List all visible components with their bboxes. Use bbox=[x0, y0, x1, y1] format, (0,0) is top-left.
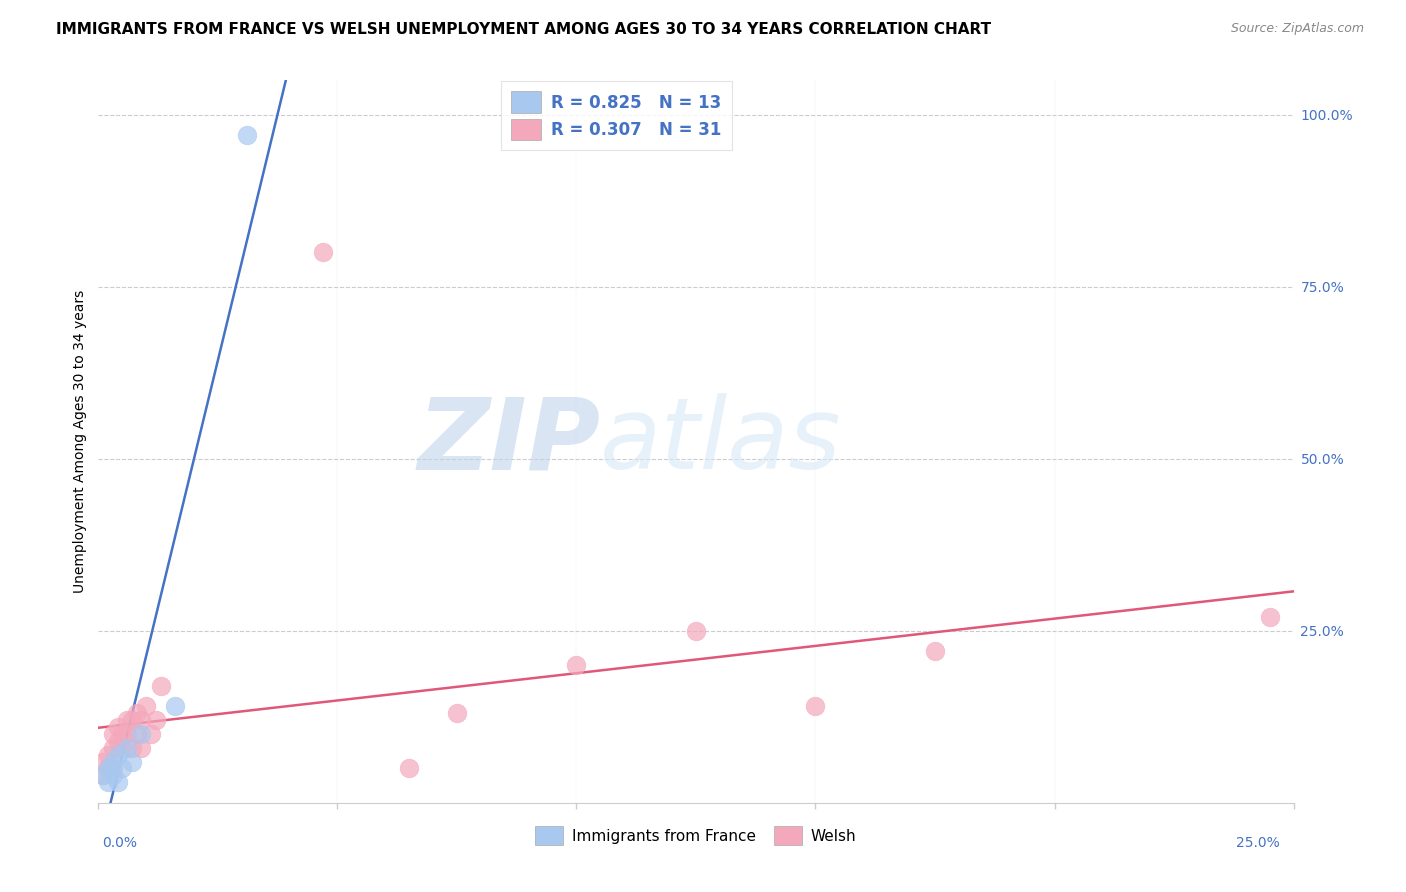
Point bbox=[91, 768, 114, 782]
Point bbox=[101, 755, 124, 769]
Point bbox=[685, 624, 707, 638]
Text: atlas: atlas bbox=[600, 393, 842, 490]
Point bbox=[163, 699, 186, 714]
Point bbox=[107, 775, 129, 789]
Point bbox=[121, 713, 143, 727]
Point bbox=[101, 727, 124, 741]
Point bbox=[97, 761, 120, 775]
Text: ZIP: ZIP bbox=[418, 393, 600, 490]
Point bbox=[131, 740, 153, 755]
Point bbox=[121, 740, 143, 755]
Point bbox=[565, 658, 588, 673]
Point bbox=[115, 740, 138, 755]
Point bbox=[125, 727, 148, 741]
Point bbox=[101, 768, 124, 782]
Point bbox=[1258, 610, 1281, 624]
Point bbox=[125, 706, 148, 721]
Point bbox=[135, 699, 157, 714]
Text: 0.0%: 0.0% bbox=[103, 836, 136, 850]
Point bbox=[804, 699, 827, 714]
Point bbox=[115, 727, 138, 741]
Point bbox=[131, 713, 153, 727]
Point bbox=[111, 761, 134, 775]
Point bbox=[149, 679, 172, 693]
Point bbox=[131, 727, 153, 741]
Point bbox=[139, 727, 162, 741]
Point bbox=[107, 747, 129, 762]
Text: 25.0%: 25.0% bbox=[1236, 836, 1281, 850]
Y-axis label: Unemployment Among Ages 30 to 34 years: Unemployment Among Ages 30 to 34 years bbox=[73, 290, 87, 593]
Point bbox=[924, 644, 946, 658]
Point bbox=[107, 734, 129, 748]
Point bbox=[446, 706, 468, 721]
Point bbox=[115, 713, 138, 727]
Text: IMMIGRANTS FROM FRANCE VS WELSH UNEMPLOYMENT AMONG AGES 30 TO 34 YEARS CORRELATI: IMMIGRANTS FROM FRANCE VS WELSH UNEMPLOY… bbox=[56, 22, 991, 37]
Point bbox=[97, 775, 120, 789]
Point bbox=[97, 747, 120, 762]
Point bbox=[97, 761, 120, 775]
Point bbox=[312, 245, 335, 260]
Point bbox=[91, 768, 114, 782]
Point bbox=[101, 761, 124, 775]
Point bbox=[121, 755, 143, 769]
Legend: Immigrants from France, Welsh: Immigrants from France, Welsh bbox=[527, 818, 865, 853]
Text: Source: ZipAtlas.com: Source: ZipAtlas.com bbox=[1230, 22, 1364, 36]
Point bbox=[107, 720, 129, 734]
Point bbox=[101, 740, 124, 755]
Point bbox=[398, 761, 420, 775]
Point bbox=[91, 755, 114, 769]
Point bbox=[111, 740, 134, 755]
Point bbox=[235, 128, 257, 143]
Point bbox=[111, 727, 134, 741]
Point bbox=[145, 713, 167, 727]
